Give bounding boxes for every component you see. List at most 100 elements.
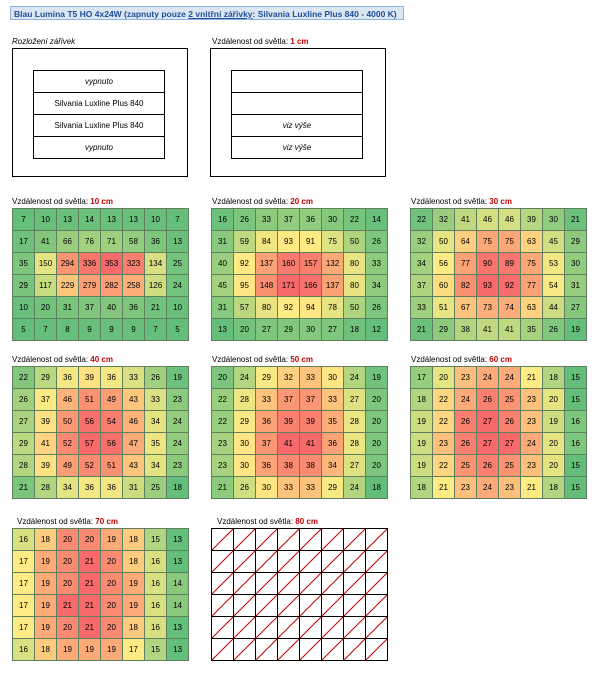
- heat-cell: 49: [100, 388, 123, 411]
- heat-cell: 40: [100, 296, 123, 319]
- heat-cell: 24: [454, 388, 477, 411]
- heat-cell: 15: [564, 366, 587, 389]
- heat-cell: 336: [78, 252, 101, 275]
- diagonal-line: [344, 551, 365, 572]
- table-row: 21 26 30 33 33 29 24 18: [211, 476, 388, 499]
- heat-cell: 41: [498, 318, 521, 341]
- table-row: 17 19 21 21 20 19 16 14: [12, 594, 189, 617]
- table-row: 16 18 19 19 19 17 15 13: [12, 638, 189, 661]
- heat-cell: 8: [56, 318, 79, 341]
- heat-cell: 19: [410, 432, 433, 455]
- heat-cell: 29: [255, 366, 278, 389]
- empty-cell: [233, 616, 256, 639]
- diagonal-strike: [322, 573, 343, 594]
- heat-cell: 30: [233, 454, 256, 477]
- heat-cell: 13: [100, 208, 123, 231]
- empty-cell: [277, 528, 300, 551]
- diagonal-line: [366, 617, 387, 638]
- table-row: 40 92 137 160 157 132 80 33: [211, 252, 388, 275]
- table-row: 18 22 24 26 25 23 20 15: [410, 388, 587, 411]
- table-row: 28 39 49 52 51 43 34 23: [12, 454, 189, 477]
- table-row: 29 117 229 279 282 258 126 24: [12, 274, 189, 297]
- table-row: 17 41 66 76 71 58 36 13: [12, 230, 189, 253]
- heat-cell: 25: [454, 454, 477, 477]
- table-row: 18 21 23 24 23 21 18 15: [410, 476, 587, 499]
- heat-cell: 171: [277, 274, 300, 297]
- grid-20cm: 16 26 33 37 36 30 22 14 31 59 84 93 91 75 50 26 40 92 137 1…: [211, 208, 388, 341]
- heat-cell: 40: [211, 252, 234, 275]
- heat-cell: 35: [520, 318, 543, 341]
- heat-cell: 258: [122, 274, 145, 297]
- heat-cell: 31: [211, 230, 234, 253]
- diagonal-strike: [256, 617, 277, 638]
- heat-cell: 23: [520, 388, 543, 411]
- diagonal-strike: [344, 573, 365, 594]
- diagonal-strike: [234, 639, 255, 660]
- heat-cell: 13: [166, 638, 189, 661]
- heat-cell: 39: [78, 366, 101, 389]
- heat-cell: 19: [166, 366, 189, 389]
- heat-cell: 20: [100, 550, 123, 573]
- dist-60cm-caption: Vzdálenost od světla: 60 cm: [411, 355, 512, 364]
- diagonal-strike: [322, 639, 343, 660]
- table-row: 17 19 20 21 20 19 16 14: [12, 572, 189, 595]
- heat-cell: 30: [233, 432, 256, 455]
- heat-cell: 92: [233, 252, 256, 275]
- heat-cell: 13: [122, 208, 145, 231]
- table-row: 17 20 23 24 24 21 18 15: [410, 366, 587, 389]
- heat-cell: 9: [78, 318, 101, 341]
- heat-cell: 16: [144, 550, 167, 573]
- heat-cell: 16: [144, 594, 167, 617]
- heat-cell: 26: [233, 208, 256, 231]
- heat-cell: 60: [432, 274, 455, 297]
- diagonal-strike: [212, 617, 233, 638]
- heat-cell: 67: [454, 296, 477, 319]
- heat-cell: 19: [564, 318, 587, 341]
- heat-cell: 24: [476, 476, 499, 499]
- table-row: 22 29 36 39 36 33 26 19: [12, 366, 189, 389]
- diagonal-strike: [366, 617, 387, 638]
- diagonal-strike: [278, 529, 299, 550]
- empty-cell: [211, 594, 234, 617]
- table-row: 16 26 33 37 36 30 22 14: [211, 208, 388, 231]
- empty-cell: [255, 528, 278, 551]
- heat-cell: 31: [211, 296, 234, 319]
- diagonal-strike: [300, 617, 321, 638]
- heat-cell: 13: [56, 208, 79, 231]
- empty-cell: [299, 594, 322, 617]
- heat-cell: 23: [520, 454, 543, 477]
- table-row: 21 29 38 41 41 35 26 19: [410, 318, 587, 341]
- table-row: 33 51 67 73 74 63 44 27: [410, 296, 587, 319]
- heat-cell: 137: [255, 252, 278, 275]
- diagonal-strike: [322, 595, 343, 616]
- heat-cell: 30: [564, 252, 587, 275]
- diagonal-strike: [278, 639, 299, 660]
- table-row: 23 30 36 38 38 34 27 20: [211, 454, 388, 477]
- dist-1cm-cell-2: [231, 92, 363, 115]
- diagonal-strike: [366, 529, 387, 550]
- heat-cell: 82: [454, 274, 477, 297]
- diagonal-line: [300, 573, 321, 594]
- heat-cell: 32: [432, 208, 455, 231]
- heat-cell: 15: [144, 638, 167, 661]
- empty-cell: [365, 638, 388, 661]
- table-row: 22 29 36 39 39 35 28 20: [211, 410, 388, 433]
- heat-cell: 24: [166, 274, 189, 297]
- diagonal-line: [256, 617, 277, 638]
- heat-cell: 71: [100, 230, 123, 253]
- heat-cell: 21: [432, 476, 455, 499]
- heat-cell: 51: [100, 454, 123, 477]
- heat-cell: 51: [432, 296, 455, 319]
- heat-cell: 29: [233, 410, 256, 433]
- heat-cell: 24: [476, 366, 499, 389]
- heat-cell: 15: [144, 528, 167, 551]
- heat-cell: 44: [542, 296, 565, 319]
- heat-cell: 26: [233, 476, 256, 499]
- diagonal-strike: [256, 639, 277, 660]
- heat-cell: 28: [233, 388, 256, 411]
- heat-cell: 24: [520, 432, 543, 455]
- heat-cell: 46: [122, 410, 145, 433]
- heat-cell: 41: [277, 432, 300, 455]
- heat-cell: 29: [321, 476, 344, 499]
- heat-cell: 7: [12, 208, 35, 231]
